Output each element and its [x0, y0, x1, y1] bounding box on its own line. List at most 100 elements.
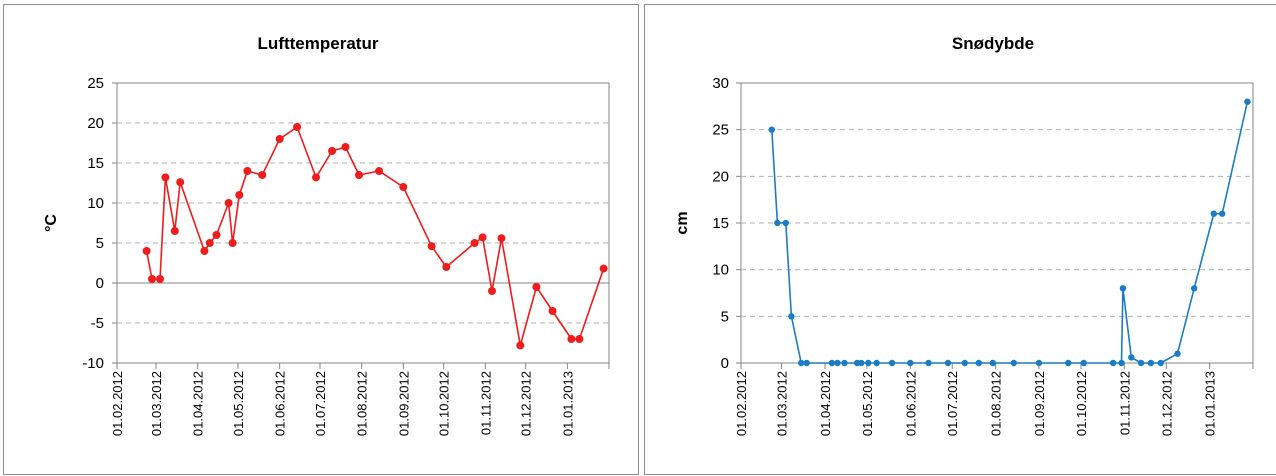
data-point-snodybde — [873, 359, 880, 367]
data-point-snodybde — [768, 126, 775, 133]
data-point-snodybde — [1219, 210, 1226, 217]
chart-title: Snødybde — [952, 34, 1034, 53]
data-point-snodybde — [798, 359, 805, 367]
y-tick-label: -5 — [91, 315, 104, 332]
data-point-snodybde — [834, 359, 841, 367]
y-tick-label: 10 — [87, 195, 104, 212]
data-point-snodybde — [925, 359, 932, 367]
data-point-snodybde — [888, 359, 896, 367]
data-point-snodybde — [782, 219, 789, 227]
y-tick-label: 30 — [712, 75, 729, 92]
data-point-snodybde — [1137, 359, 1145, 367]
data-point-lufttemperatur — [205, 239, 214, 247]
data-point-lufttemperatur — [148, 275, 156, 283]
data-point-lufttemperatur — [228, 239, 237, 247]
x-tick-label: 01.06.2012 — [903, 371, 918, 436]
data-point-snodybde — [1109, 359, 1117, 367]
y-tick-label: 0 — [721, 355, 729, 372]
x-tick-label: 01.05.2012 — [860, 371, 875, 436]
data-point-lufttemperatur — [516, 341, 525, 350]
x-tick-label: 01.08.2012 — [355, 371, 370, 436]
data-point-lufttemperatur — [341, 143, 350, 151]
data-point-snodybde — [1119, 285, 1127, 292]
x-tick-label: 01.06.2012 — [273, 371, 288, 436]
data-point-lufttemperatur — [200, 247, 209, 255]
chart-svg-lufttemperatur: Lufttemperatur °C 25 20 15 10 5 0 -5 -10 01.02.201… — [43, 34, 610, 436]
x-tick-label: 01.02.2012 — [734, 371, 749, 436]
data-point-snodybde — [1118, 359, 1125, 367]
data-point-snodybde — [1147, 359, 1155, 367]
data-point-snodybde — [1157, 359, 1164, 367]
y-tick-label: 25 — [87, 75, 104, 92]
data-point-snodybde — [1210, 210, 1217, 217]
data-point-snodybde — [907, 359, 914, 367]
data-point-lufttemperatur — [355, 171, 363, 179]
plot-area-frame — [116, 82, 610, 364]
x-tick-label: 01.04.2012 — [191, 371, 206, 436]
x-tick-label: 01.05.2012 — [231, 371, 246, 436]
data-point-lufttemperatur — [328, 147, 337, 155]
x-tick-label: 01.10.2012 — [437, 371, 452, 436]
data-point-lufttemperatur — [176, 178, 185, 187]
x-tick-label: 01.01.2013 — [560, 371, 575, 436]
data-point-lufttemperatur — [161, 173, 170, 182]
data-point-lufttemperatur — [567, 335, 576, 343]
chart-panel-snodybde: Snødybde cm 30 25 20 15 10 5 0 01.02.2012 01.03.20… — [644, 4, 1276, 475]
data-point-snodybde — [1065, 359, 1072, 367]
chart-panel-lufttemperatur: Lufttemperatur °C 25 20 15 10 5 0 -5 -10 01.02.201… — [3, 4, 639, 475]
data-point-lufttemperatur — [599, 264, 608, 273]
data-point-lufttemperatur — [497, 234, 506, 243]
data-point-lufttemperatur — [258, 171, 267, 179]
y-tick-label: 5 — [721, 308, 729, 325]
x-tick-label: 01.09.2012 — [396, 371, 411, 436]
data-point-lufttemperatur — [312, 173, 320, 182]
data-point-lufttemperatur — [470, 239, 479, 247]
data-point-snodybde — [1128, 354, 1135, 361]
x-tick-label: 01.03.2012 — [775, 371, 790, 436]
data-point-lufttemperatur — [442, 263, 451, 271]
y-tick-label: 10 — [712, 262, 729, 279]
x-tick-label: 01.07.2012 — [313, 371, 328, 436]
chart-title: Lufttemperatur — [258, 34, 379, 53]
data-point-snodybde — [1244, 98, 1251, 105]
data-point-lufttemperatur — [142, 247, 151, 255]
data-point-snodybde — [865, 359, 872, 367]
data-point-snodybde — [989, 359, 996, 367]
y-tick-label: 15 — [87, 155, 104, 172]
data-point-snodybde — [1080, 359, 1087, 367]
data-point-lufttemperatur — [275, 135, 284, 143]
series-line-snodybde — [771, 101, 1249, 364]
data-point-lufttemperatur — [224, 199, 233, 207]
x-tick-label: 01.03.2012 — [149, 371, 164, 436]
data-point-lufttemperatur — [375, 167, 384, 175]
x-tick-label: 01.10.2012 — [1074, 371, 1089, 436]
y-axis-label: cm — [674, 211, 691, 234]
y-tick-label: 5 — [96, 235, 104, 252]
chart-svg-snodybde: Snødybde cm 30 25 20 15 10 5 0 01.02.2012 01.03.20… — [674, 34, 1254, 436]
data-point-lufttemperatur — [243, 167, 252, 175]
y-tick-label: 15 — [712, 215, 729, 232]
x-tick-label: 01.04.2012 — [818, 371, 833, 436]
data-point-snodybde — [803, 359, 810, 367]
y-axis-label: °C — [43, 214, 60, 232]
data-point-snodybde — [944, 359, 952, 367]
x-tick-label: 01.01.2013 — [1203, 371, 1218, 436]
data-point-snodybde — [1174, 350, 1181, 357]
data-point-lufttemperatur — [478, 233, 487, 242]
data-point-snodybde — [1191, 285, 1198, 292]
x-tick-label: 01.07.2012 — [945, 371, 960, 436]
y-tick-label: 20 — [712, 168, 729, 185]
x-tick-label: 01.12.2012 — [1159, 371, 1174, 436]
data-point-lufttemperatur — [399, 183, 408, 191]
data-point-lufttemperatur — [235, 191, 244, 199]
y-tick-label: 20 — [87, 115, 104, 132]
y-tick-label: 0 — [96, 275, 104, 292]
data-point-lufttemperatur — [488, 287, 496, 295]
x-tick-label: 01.08.2012 — [989, 371, 1004, 436]
x-tick-label: 01.11.2012 — [478, 371, 493, 435]
data-point-snodybde — [828, 359, 836, 367]
data-point-snodybde — [774, 219, 781, 227]
x-tick-label: 01.11.2012 — [1117, 371, 1132, 435]
series-line-lufttemperatur — [145, 126, 605, 347]
